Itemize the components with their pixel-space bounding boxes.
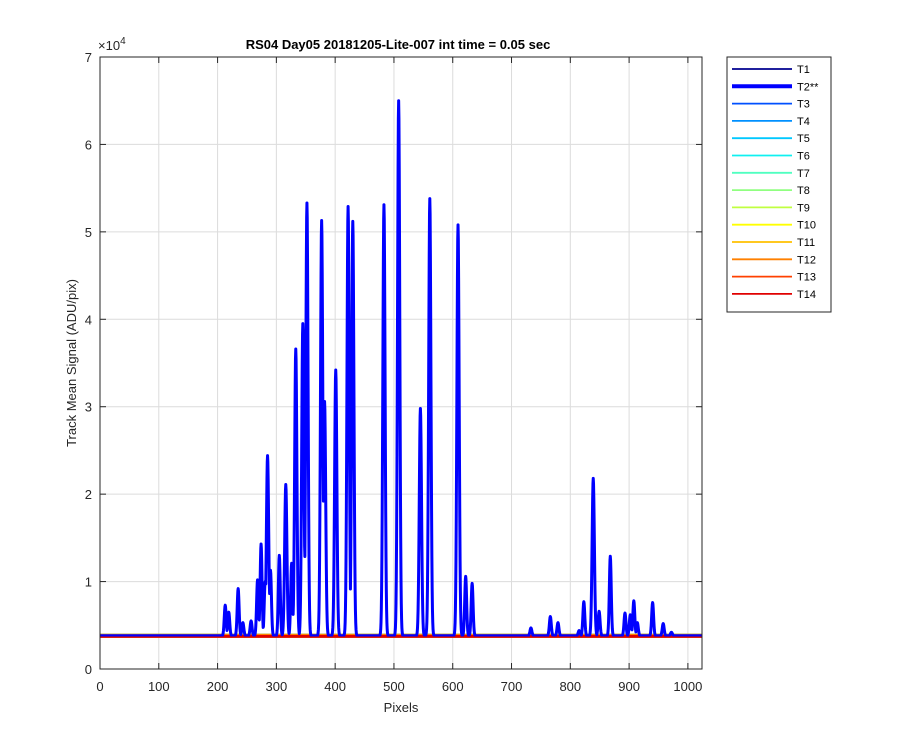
- y-axis-label: Track Mean Signal (ADU/pix): [64, 279, 79, 447]
- legend: T1 T2** T3 T4 T5 T6 T7 T8 T9 T10 T11 T12 T13 T14: [726, 56, 832, 313]
- plot-frame: [99, 56, 703, 670]
- x-tick-label: 400: [324, 679, 346, 694]
- y-exponent-label: ×104: [98, 36, 126, 53]
- legend-label: T9: [797, 202, 810, 214]
- legend-label: T1: [797, 64, 810, 76]
- legend-label: T13: [797, 272, 816, 284]
- series-layer: [98, 99, 704, 638]
- ticks: [99, 56, 702, 670]
- x-tick-label: 300: [266, 679, 288, 694]
- y-tick-label: 2: [85, 487, 92, 502]
- y-exponent-base: ×10: [98, 38, 120, 53]
- legend-label: T14: [797, 289, 816, 301]
- x-tick-label: 900: [618, 679, 640, 694]
- legend-box: [726, 56, 832, 313]
- x-tick-label: 800: [559, 679, 581, 694]
- x-tick-label: 0: [96, 679, 103, 694]
- x-tick-label: 500: [383, 679, 405, 694]
- legend-label: T2**: [797, 81, 819, 93]
- y-tick-label: 6: [85, 137, 92, 152]
- y-tick-label: 3: [85, 400, 92, 415]
- y-tick-label: 1: [85, 575, 92, 590]
- y-tick-labels: 0 1 2 3 4 5 6 7: [85, 50, 92, 677]
- legend-label: T7: [797, 168, 810, 180]
- y-tick-label: 7: [85, 50, 92, 65]
- x-tick-label: 700: [501, 679, 523, 694]
- legend-label: T4: [797, 116, 810, 128]
- y-exponent-power: 4: [120, 36, 126, 47]
- legend-label: T12: [797, 254, 816, 266]
- legend-label: T6: [797, 151, 810, 163]
- legend-label: T3: [797, 99, 810, 111]
- x-tick-labels: 0 100 200 300 400 500 600 700 800 900 1000: [96, 679, 702, 694]
- x-axis-label: Pixels: [384, 700, 419, 715]
- legend-label: T10: [797, 220, 816, 232]
- series-line-t2: [98, 99, 704, 638]
- x-tick-label: 1000: [673, 679, 702, 694]
- x-tick-label: 200: [207, 679, 229, 694]
- legend-label: T11: [797, 237, 815, 249]
- x-tick-label: 100: [148, 679, 170, 694]
- chart-title: RS04 Day05 20181205-Lite-007 int time = …: [246, 37, 551, 52]
- y-tick-label: 4: [85, 312, 92, 327]
- y-tick-label: 0: [85, 662, 92, 677]
- legend-label: T8: [797, 185, 810, 197]
- legend-label: T5: [797, 133, 810, 145]
- y-tick-label: 5: [85, 225, 92, 240]
- x-tick-label: 600: [442, 679, 464, 694]
